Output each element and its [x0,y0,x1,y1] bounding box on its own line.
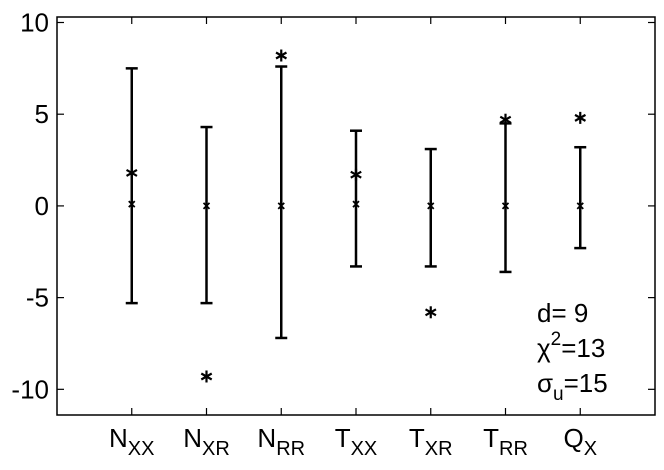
error-bar [574,145,587,250]
annotation-rest: =13 [561,333,605,363]
x-tick-label-base: Q [563,423,583,453]
error-bar [200,125,213,305]
annotation-sub: u [553,384,564,405]
marker-stroke [352,200,360,208]
x-tick-label: NXR [183,423,230,460]
marker-stroke [499,115,512,124]
error-bar [424,147,437,268]
x-tick-label: QX [563,423,597,460]
center-marker [202,202,211,210]
x-tick-label-sub: RR [499,438,528,460]
marker-stroke [427,202,435,210]
marker-stroke [424,308,437,317]
y-tick-label: -10 [11,374,49,404]
error-bar [350,129,362,268]
marker-stroke [275,51,288,60]
annotation-sup: 2 [551,329,562,350]
marker-stroke [128,200,136,208]
observed-marker [499,113,512,126]
x-tick-label-sub: XR [202,438,230,460]
x-tick-label-sub: XR [425,438,453,460]
marker-stroke [125,168,138,177]
observed-marker [200,370,213,383]
x-tick-label-sub: XX [128,438,155,460]
y-tick-label: 10 [20,8,49,38]
center-marker [352,200,360,208]
observed-marker [574,111,587,124]
center-marker [576,202,584,210]
annotation: d= 9 [537,298,588,328]
annotation-base: σ [537,368,553,398]
marker-stroke [350,170,362,179]
x-tick-label-base: N [183,423,202,453]
annotation: σu=15 [537,368,608,405]
y-tick-label: -5 [26,283,49,313]
y-tick-label: 5 [35,99,49,129]
center-marker [501,202,510,210]
error-bar [499,122,512,274]
x-tick-label: TXX [335,423,378,460]
x-tick-label-sub: RR [276,438,305,460]
x-tick-label: NRR [257,423,305,460]
x-tick-label: NXX [109,423,154,460]
x-tick-label-sub: XX [351,438,378,460]
x-tick-label-base: T [409,423,425,453]
y-tick-label: 0 [35,191,49,221]
center-marker [277,202,285,210]
annotation-base: χ [537,333,551,363]
annotation-base: d= 9 [537,298,588,328]
x-tick-label: TRR [483,423,528,460]
observed-marker [125,166,138,179]
marker-stroke [202,202,211,210]
marker-stroke [277,202,285,210]
marker-stroke [574,113,587,122]
center-marker [128,200,136,208]
observed-marker [424,306,437,319]
error-bar [125,67,138,305]
x-tick-label-base: N [109,423,128,453]
x-tick-label-base: T [483,423,499,453]
x-tick-label-base: N [257,423,276,453]
x-tick-label-base: T [335,423,351,453]
annotation-rest: =15 [564,368,608,398]
marker-stroke [576,202,584,210]
observed-marker [275,49,288,62]
x-tick-label-sub: X [584,438,597,460]
marker-stroke [200,372,213,381]
error-bar [275,65,288,340]
marker-stroke [501,202,510,210]
x-tick-label: TXR [409,423,453,460]
center-marker [427,202,435,210]
annotation: χ2=13 [537,329,605,363]
observed-marker [350,168,362,181]
